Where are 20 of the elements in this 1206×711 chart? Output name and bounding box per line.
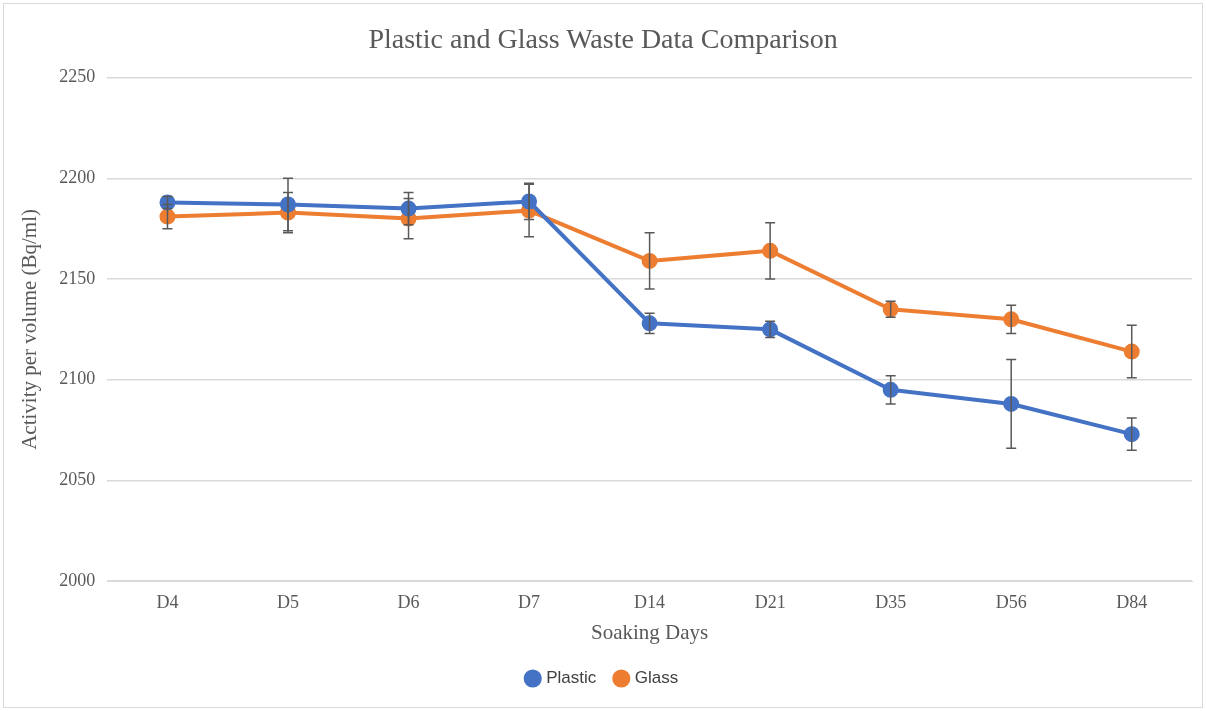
y-tick-label: 2050 (59, 469, 96, 490)
legend-label: Glass (634, 668, 679, 688)
x-tick-label: D35 (875, 591, 907, 612)
x-tick-label: D5 (277, 591, 299, 612)
x-tick-label: D21 (754, 591, 786, 612)
y-tick-label: 2250 (59, 66, 96, 87)
x-tick-label: D6 (397, 591, 420, 612)
legend-label: Plastic (546, 668, 597, 688)
y-tick-label: 2000 (59, 569, 96, 590)
y-axis-title: Activity per volume (Bq/ml) (17, 208, 42, 450)
x-tick-label: D14 (634, 591, 666, 612)
chart-title: Plastic and Glass Waste Data Comparison (368, 23, 838, 55)
x-tick-label: D56 (995, 591, 1027, 612)
y-tick-label: 2100 (59, 368, 96, 389)
x-tick-label: D7 (518, 591, 541, 612)
x-tick-label: D84 (1116, 591, 1148, 612)
x-axis-title: Soaking Days (590, 619, 709, 644)
y-tick-label: 2150 (59, 267, 96, 288)
x-tick-label: D4 (156, 591, 179, 612)
y-tick-label: 2200 (59, 167, 96, 188)
